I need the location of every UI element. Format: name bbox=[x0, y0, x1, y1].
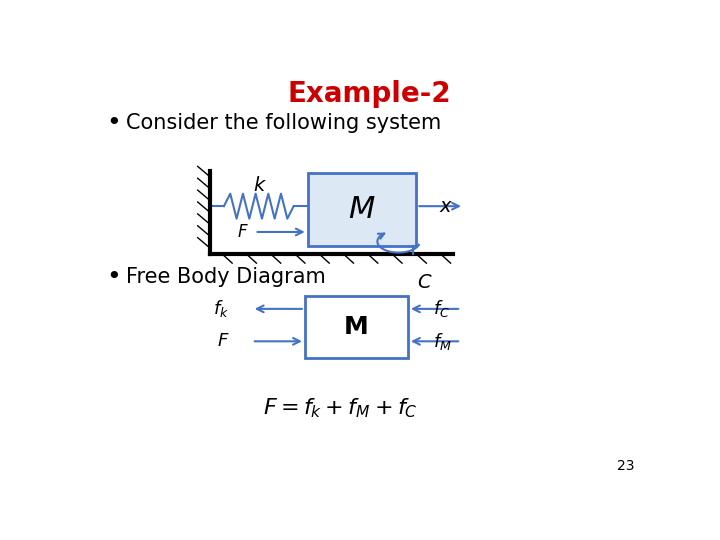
Text: •: • bbox=[107, 265, 122, 289]
Text: $x$: $x$ bbox=[438, 197, 453, 215]
Text: $f_C$: $f_C$ bbox=[433, 299, 450, 319]
Text: $M$: $M$ bbox=[348, 195, 376, 224]
Text: $C$: $C$ bbox=[417, 273, 433, 292]
Text: M: M bbox=[343, 315, 369, 339]
Text: $F = f_k + f_M + f_C$: $F = f_k + f_M + f_C$ bbox=[263, 396, 418, 420]
Bar bbox=[305, 295, 408, 358]
Text: Free Body Diagram: Free Body Diagram bbox=[126, 267, 326, 287]
Text: $f_k$: $f_k$ bbox=[213, 299, 230, 319]
Text: $f_M$: $f_M$ bbox=[433, 331, 452, 352]
Text: $k$: $k$ bbox=[253, 176, 267, 195]
Text: 23: 23 bbox=[616, 459, 634, 473]
Text: Consider the following system: Consider the following system bbox=[126, 113, 441, 133]
Text: $F$: $F$ bbox=[217, 332, 230, 350]
Bar bbox=[307, 173, 416, 246]
Text: •: • bbox=[107, 111, 122, 135]
Text: Example-2: Example-2 bbox=[287, 80, 451, 108]
Text: $F$: $F$ bbox=[238, 223, 249, 241]
